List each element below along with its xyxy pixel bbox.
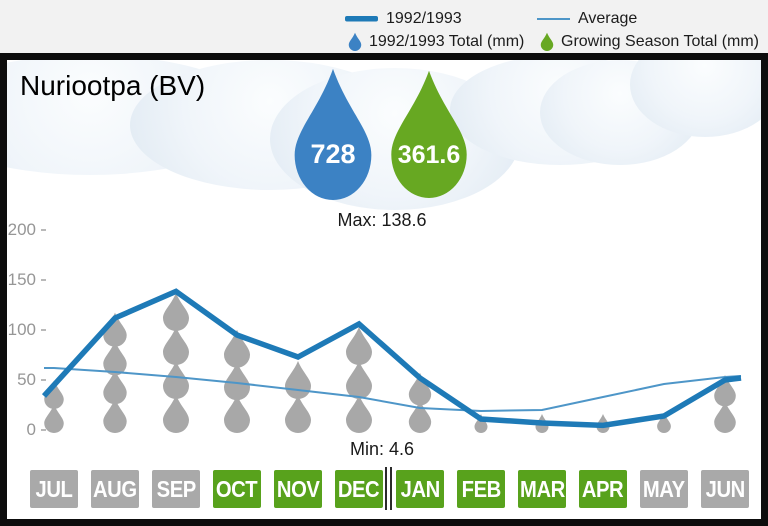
month-label: NOV (276, 475, 320, 502)
raindrop-icon (103, 398, 127, 433)
season-total-drop-icon (294, 68, 372, 201)
growing-season-total-value: 361.6 (397, 141, 461, 169)
y-tick-label: 150 (7, 270, 36, 289)
raindrop-icon (346, 361, 372, 399)
season-line (41, 288, 742, 429)
series-line-swatch (345, 16, 378, 22)
y-tick-label: 200 (7, 220, 36, 239)
y-tick-mark (41, 229, 46, 231)
station-title: Nuriootpa (BV) (20, 70, 206, 101)
month-button-dec[interactable]: DEC (335, 470, 383, 508)
raindrop-icon (657, 412, 671, 433)
legend-series-label: 1992/1993 (386, 10, 462, 27)
y-tick-mark (41, 329, 46, 331)
month-button-mar[interactable]: MAR (518, 470, 566, 508)
legend-item-series: 1992/1993 (345, 9, 462, 29)
average-line-swatch (537, 18, 570, 20)
raindrop-icon (408, 400, 432, 433)
raindrop-icon (44, 404, 64, 433)
average-line (44, 367, 742, 413)
min-annotation: Min: 4.6 (349, 439, 415, 459)
y-tick-label: 100 (7, 320, 36, 339)
month-label: FEB (461, 475, 501, 502)
month-label: MAY (643, 475, 685, 502)
raindrop-icon (224, 329, 250, 368)
raindrop-icon (474, 414, 488, 433)
blue-drop-icon (348, 32, 362, 51)
month-label: OCT (216, 475, 258, 502)
month-button-oct[interactable]: OCT (213, 470, 261, 508)
raindrop-icon (346, 395, 372, 433)
raindrop-icon (163, 395, 189, 433)
y-tick-mark (41, 429, 46, 431)
year-divider (385, 467, 392, 510)
raindrop-icon (163, 327, 189, 365)
raindrop-icon (346, 327, 372, 365)
season-total-value: 728 (310, 139, 356, 169)
raindrop-icon (285, 395, 311, 433)
legend-season-total-label: 1992/1993 Total (mm) (369, 33, 525, 50)
legend-item-growing-total: Growing Season Total (mm) (539, 32, 759, 52)
month-button-apr[interactable]: APR (579, 470, 627, 508)
raindrop-icon (163, 293, 189, 331)
month-label: DEC (338, 475, 380, 502)
legend-average-label: Average (578, 10, 638, 27)
green-drop-icon (540, 32, 554, 51)
month-button-may[interactable]: MAY (640, 470, 688, 508)
legend-item-average: Average (537, 9, 637, 29)
month-button-sep[interactable]: SEP (152, 470, 200, 508)
raindrop-icon (714, 401, 736, 433)
y-tick-label: 0 (26, 420, 36, 439)
max-annotation: Max: 138.6 (337, 210, 427, 230)
legend: 1992/1993 Average 1992/1993 Total (mm) G… (0, 0, 768, 53)
y-tick-mark (41, 379, 46, 381)
month-label: SEP (156, 475, 196, 502)
month-button-feb[interactable]: FEB (457, 470, 505, 508)
raindrop-icon (103, 341, 127, 376)
raindrop-icon (44, 380, 64, 409)
legend-growing-total-label: Growing Season Total (mm) (561, 33, 759, 50)
month-label: JAN (400, 475, 440, 502)
growing-total-drop-icon (391, 70, 467, 198)
month-label: APR (582, 475, 624, 502)
y-tick-label: 50 (17, 370, 36, 389)
month-button-nov[interactable]: NOV (274, 470, 322, 508)
legend-item-season-total: 1992/1993 Total (mm) (347, 32, 524, 52)
raindrop-icon (163, 361, 189, 399)
raindrop-icon (103, 312, 127, 347)
y-tick-mark (41, 279, 46, 281)
month-button-aug[interactable]: AUG (91, 470, 139, 508)
month-button-jan[interactable]: JAN (396, 470, 444, 508)
month-label: JUN (705, 475, 745, 502)
raindrop-icon (103, 370, 127, 405)
raindrop-icon (224, 362, 250, 401)
raindrop-icon (408, 372, 432, 406)
month-button-jun[interactable]: JUN (701, 470, 749, 508)
month-label: JUL (35, 475, 73, 502)
raindrop-icon (224, 395, 250, 433)
month-label: AUG (93, 475, 137, 502)
raindrop-icon (714, 374, 736, 407)
month-button-jul[interactable]: JUL (30, 470, 78, 508)
raindrop-columns (44, 293, 736, 433)
month-label: MAR (519, 475, 565, 502)
